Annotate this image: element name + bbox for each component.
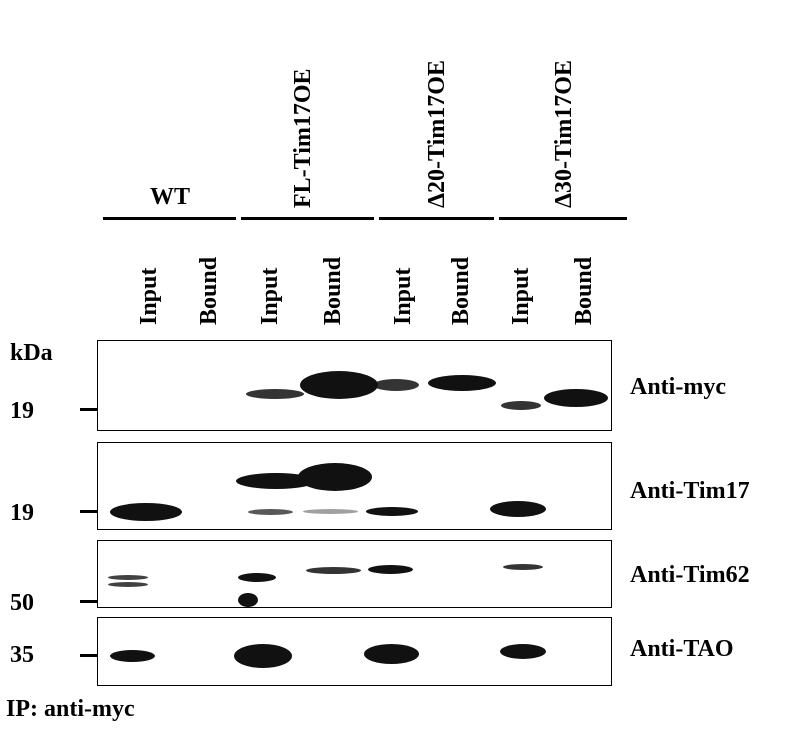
lane-label-bound: Bound: [571, 256, 597, 325]
marker-50-tim62: 50: [10, 590, 34, 616]
band: [248, 509, 293, 515]
lane-label-input: Input: [508, 267, 534, 325]
blot-anti-myc: [97, 340, 612, 431]
band: [503, 564, 543, 570]
blot-anti-tim62: [97, 540, 612, 608]
band: [108, 575, 148, 580]
marker-35-tao: 35: [10, 642, 34, 668]
lane-label-bound: Bound: [196, 256, 222, 325]
kda-label: kDa: [10, 340, 53, 366]
band: [364, 644, 419, 664]
marker-tick: [80, 408, 98, 411]
blot-label-anti-tim17: Anti-Tim17: [630, 478, 750, 504]
band: [501, 401, 541, 410]
band: [110, 503, 182, 521]
group-line-wt: [103, 217, 236, 220]
band: [238, 593, 258, 607]
blot-anti-tim17: [97, 442, 612, 530]
band: [366, 507, 418, 516]
band: [544, 389, 608, 407]
band: [238, 573, 276, 582]
group-line-d20: [379, 217, 494, 220]
marker-19-tim17: 19: [10, 500, 34, 526]
band: [500, 644, 546, 659]
ip-label: IP: anti-myc: [6, 696, 135, 722]
band: [234, 644, 292, 668]
lane-label-input: Input: [257, 267, 283, 325]
band: [303, 509, 358, 514]
marker-tick: [80, 510, 98, 513]
marker-19-myc: 19: [10, 398, 34, 424]
marker-tick: [80, 654, 98, 657]
band: [373, 379, 419, 391]
group-label-fl-tim17oe: FL-Tim17OE: [290, 68, 316, 208]
group-label-d30-tim17oe: Δ30-Tim17OE: [551, 60, 577, 208]
band: [108, 582, 148, 587]
blot-label-anti-tao: Anti-TAO: [630, 636, 734, 662]
lane-label-bound: Bound: [320, 256, 346, 325]
band: [110, 650, 155, 662]
group-label-wt: WT: [150, 184, 191, 210]
group-label-d20-tim17oe: Δ20-Tim17OE: [424, 60, 450, 208]
marker-tick: [80, 600, 98, 603]
lane-label-input: Input: [136, 267, 162, 325]
band: [306, 567, 361, 574]
blot-label-anti-tim62: Anti-Tim62: [630, 562, 750, 588]
band: [236, 473, 316, 489]
band: [298, 463, 372, 491]
lane-label-input: Input: [390, 267, 416, 325]
band: [246, 389, 304, 399]
band: [368, 565, 413, 574]
band: [428, 375, 496, 391]
blot-label-anti-myc: Anti-myc: [630, 374, 726, 400]
lane-label-bound: Bound: [448, 256, 474, 325]
group-line-d30: [499, 217, 627, 220]
group-line-fl: [241, 217, 374, 220]
blot-anti-tao: [97, 617, 612, 686]
band: [300, 371, 378, 399]
band: [490, 501, 546, 517]
